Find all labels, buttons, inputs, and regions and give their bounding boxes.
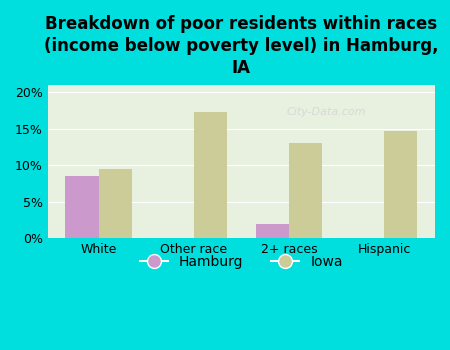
Title: Breakdown of poor residents within races
(income below poverty level) in Hamburg: Breakdown of poor residents within races…	[44, 15, 439, 77]
Bar	[194, 112, 227, 238]
Bar	[256, 224, 289, 238]
Bar	[99, 169, 132, 238]
Bar	[384, 131, 418, 238]
Legend: Hamburg, Iowa: Hamburg, Iowa	[135, 250, 348, 275]
Bar	[289, 143, 322, 238]
Bar	[65, 176, 99, 238]
Text: City-Data.com: City-Data.com	[287, 107, 366, 117]
